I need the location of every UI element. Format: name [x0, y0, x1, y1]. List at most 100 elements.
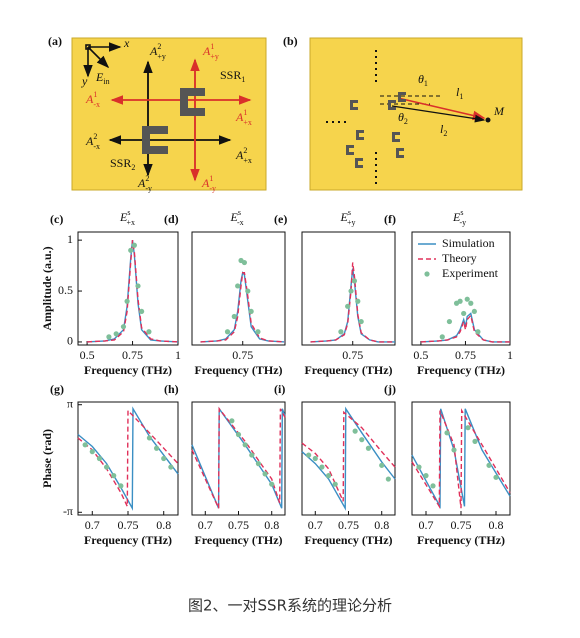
experiment-point [312, 455, 318, 462]
experiment-point [359, 437, 365, 443]
simulation-line [191, 406, 286, 509]
label-sub: -y [209, 184, 216, 193]
label-base: A [235, 110, 244, 124]
label: A1 -x [85, 90, 100, 109]
experiment-point [229, 418, 235, 424]
label-base: l [440, 122, 444, 136]
label-sub: -y [145, 184, 152, 193]
theory-line [87, 239, 179, 343]
label-base: SSR [220, 68, 241, 82]
experiment-point [468, 300, 474, 306]
experiment-point [146, 329, 152, 335]
label-sub: +x [243, 118, 252, 127]
x-axis-label: Frequency (THz) [417, 533, 505, 547]
panel-label: (d) [164, 212, 179, 226]
label-sup: 2 [243, 146, 247, 155]
x-axis-label: Frequency (THz) [304, 363, 392, 377]
label-base: l [456, 85, 460, 99]
label: A2 +y [149, 42, 166, 61]
label-sub: 1 [459, 92, 463, 101]
x-tick-label: 0.75 [338, 518, 359, 532]
x-tick-label: 0.5 [80, 348, 95, 362]
x-tick-label: 0.7 [419, 518, 434, 532]
label-sub: +x [243, 156, 252, 165]
experiment-point [385, 476, 391, 482]
experiment-point [153, 445, 160, 451]
panel-label: (j) [384, 382, 396, 396]
experiment-point [161, 455, 167, 462]
x-tick-label: 0.8 [374, 518, 389, 532]
experiment-point [457, 298, 463, 304]
panel-b-bg [309, 37, 523, 191]
label-sup: 2 [93, 132, 97, 141]
experiment-point [355, 298, 361, 304]
experiment-point [146, 435, 153, 441]
experiment-point [120, 324, 127, 330]
x-tick-label: 0.75 [228, 518, 249, 532]
x-tick-label: 0.75 [451, 518, 472, 532]
label-sup: s [238, 208, 241, 217]
label: A2 +x [235, 146, 252, 165]
x-axis-label: Frequency (THz) [304, 533, 392, 547]
label: A2 -x [85, 132, 100, 151]
simulation-line [77, 406, 179, 511]
label: A1 +x [235, 108, 252, 127]
experiment-point [451, 447, 457, 453]
experiment-point [245, 288, 251, 294]
y-axis-label: Phase (rad) [40, 429, 54, 488]
experiment-point [379, 462, 385, 468]
label-sub: 1 [424, 79, 428, 88]
x-tick-label: 0.75 [122, 348, 143, 362]
label: A2 -y [137, 174, 152, 193]
label-base: E [95, 70, 104, 84]
theory-line [411, 408, 511, 509]
label-base: A [85, 92, 94, 106]
label-base: A [202, 44, 211, 58]
label-sub: in [103, 77, 109, 86]
experiment-point [446, 318, 453, 325]
simulation-line [200, 271, 286, 343]
label-base: A [85, 134, 94, 148]
label-sub: 1 [241, 75, 245, 84]
simulation-line [301, 406, 396, 511]
panel-label: (a) [48, 34, 62, 48]
experiment-point [345, 303, 351, 309]
experiment-point [96, 455, 103, 462]
x-axis-label: Frequency (THz) [417, 363, 505, 377]
x-tick-label: 0.8 [489, 518, 504, 532]
x-tick-label: 0.75 [455, 348, 476, 362]
theory-line [301, 410, 396, 502]
experiment-point [249, 452, 255, 458]
panel-label: (c) [50, 212, 63, 226]
experiment-point [306, 452, 312, 458]
label: x [123, 36, 130, 50]
label-sup: s [348, 208, 351, 217]
experiment-point [131, 242, 137, 248]
y-tick-label: 0 [67, 334, 73, 348]
experiment-point [128, 247, 134, 253]
experiment-point [325, 473, 332, 479]
experiment-point [139, 308, 145, 315]
label-sub: -x [93, 142, 100, 151]
label-base: A [235, 148, 244, 162]
label: Es -y [452, 208, 466, 227]
label: Es +y [340, 208, 356, 227]
experiment-point [464, 296, 470, 302]
panel-label: (b) [283, 34, 298, 48]
x-tick-label: 0.8 [264, 518, 279, 532]
x-tick-label: 1 [175, 348, 181, 362]
label: Es +x [119, 208, 135, 227]
experiment-point [124, 298, 130, 304]
label-base: A [137, 176, 146, 190]
label: θ1 [418, 72, 428, 88]
label-base: E [452, 210, 461, 224]
y-tick-label: 0.5 [58, 283, 73, 297]
label: l2 [440, 122, 447, 138]
x-axis-label: Frequency (THz) [194, 363, 282, 377]
plot-frame [411, 231, 511, 346]
label: θ2 [398, 110, 408, 126]
label-sup: 1 [93, 90, 97, 99]
theory-line [310, 262, 395, 343]
legend-label: Experiment [442, 266, 499, 280]
